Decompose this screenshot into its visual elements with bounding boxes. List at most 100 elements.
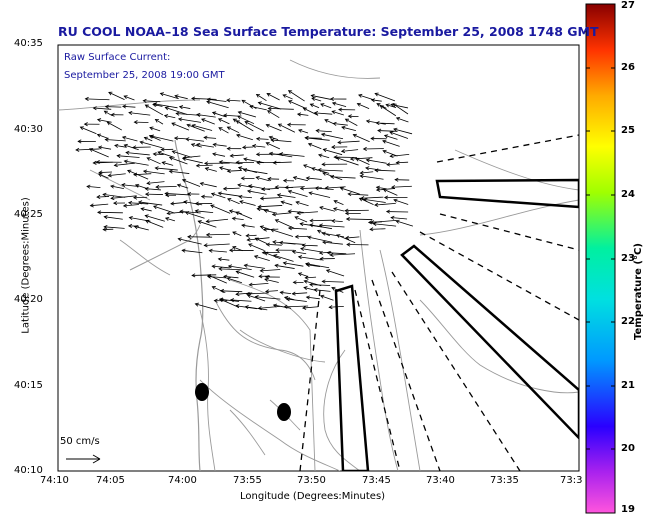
current-vector [357, 103, 370, 109]
current-vector [89, 148, 109, 158]
current-vector [183, 155, 201, 159]
current-vector-head [96, 133, 102, 138]
x-tick: 73:55 [233, 475, 262, 486]
current-vector [278, 123, 296, 133]
current-vector-head [332, 121, 337, 126]
current-vector-head [229, 248, 234, 253]
current-vector [114, 144, 127, 148]
current-vector-head [217, 191, 222, 196]
current-vector [374, 93, 396, 102]
y-tick: 40:15 [14, 380, 43, 391]
current-vector-head [265, 289, 270, 294]
current-vector-head [164, 106, 169, 111]
current-vector [260, 226, 271, 230]
current-vector [182, 249, 203, 254]
current-vector-head [307, 142, 313, 147]
current-vector-head [320, 132, 326, 137]
current-vector-head [385, 103, 390, 108]
current-vector [227, 198, 240, 205]
current-vector [280, 291, 292, 294]
x-tick: 73:35 [490, 475, 519, 486]
current-vector [134, 226, 149, 231]
current-vector [247, 294, 266, 302]
current-vector-head [389, 131, 394, 136]
current-vector-head [318, 153, 323, 158]
current-vector-head [210, 192, 216, 197]
colorbar-tick: 23 [621, 253, 635, 264]
current-vector [218, 258, 230, 261]
current-vector-head [227, 264, 233, 269]
current-vector [325, 186, 346, 189]
current-vector-head [255, 93, 261, 98]
colorbar-tick: 20 [621, 443, 635, 454]
current-vector [341, 126, 356, 132]
current-vector [210, 204, 231, 214]
current-vector-head [333, 199, 338, 204]
current-vector [238, 111, 257, 118]
current-vector-head [299, 186, 304, 191]
current-vector-head [203, 243, 208, 248]
current-vector-head [244, 121, 249, 125]
current-vector-head [362, 146, 367, 151]
current-vector [393, 199, 409, 205]
current-vector [111, 195, 137, 199]
current-vector [272, 212, 292, 215]
mooring-marker [277, 403, 291, 421]
current-vector-head [283, 304, 288, 309]
current-vector [374, 202, 396, 206]
current-vector [377, 130, 398, 132]
mooring-marker [195, 383, 209, 401]
current-vector [389, 131, 409, 139]
current-vector [182, 157, 203, 164]
current-vector-head [263, 208, 268, 213]
current-vector [93, 107, 112, 110]
current-vector [198, 220, 217, 228]
current-vector-head [165, 193, 170, 198]
current-vector-head [228, 209, 234, 214]
current-vector-head [284, 185, 289, 190]
current-vector-head [337, 140, 342, 145]
current-vector [218, 192, 242, 197]
current-vector [196, 164, 213, 167]
current-vector [310, 219, 332, 222]
current-vector [350, 157, 373, 160]
current-vector [228, 265, 252, 271]
current-vector-head [331, 110, 336, 115]
current-vector-head [307, 235, 312, 240]
current-vector [227, 277, 243, 284]
current-vector-head [253, 254, 259, 259]
current-vector-head [274, 263, 279, 268]
current-vector-head [127, 223, 133, 228]
current-vector-head [270, 228, 275, 233]
current-vector-head [183, 200, 188, 205]
current-vector [364, 199, 386, 203]
current-vector [143, 100, 161, 103]
current-vector [162, 161, 174, 166]
current-vector-head [254, 237, 259, 242]
current-vector [305, 276, 317, 279]
colorbar-tick: 25 [621, 125, 635, 136]
current-vector-head [265, 142, 270, 146]
current-vector [370, 228, 386, 230]
current-vector-head [127, 169, 132, 174]
current-vector-head [154, 166, 159, 171]
current-vector [124, 95, 135, 101]
current-vector [156, 185, 177, 188]
current-vector-head [359, 170, 364, 175]
current-vector-head [251, 143, 257, 149]
current-vector-head [237, 183, 242, 188]
current-vector [292, 251, 307, 255]
current-vector [211, 193, 226, 199]
current-vector [256, 176, 270, 182]
current-vector-head [219, 288, 225, 293]
colorbar-tick: 24 [621, 189, 635, 200]
current-vector [330, 176, 356, 179]
current-vector-head [333, 155, 338, 160]
current-vector [105, 139, 126, 142]
current-vector-head [144, 192, 150, 197]
current-vector-head [154, 118, 159, 123]
current-vector-head [164, 216, 170, 221]
current-vector-head [277, 123, 282, 128]
current-vector-head [383, 134, 389, 139]
